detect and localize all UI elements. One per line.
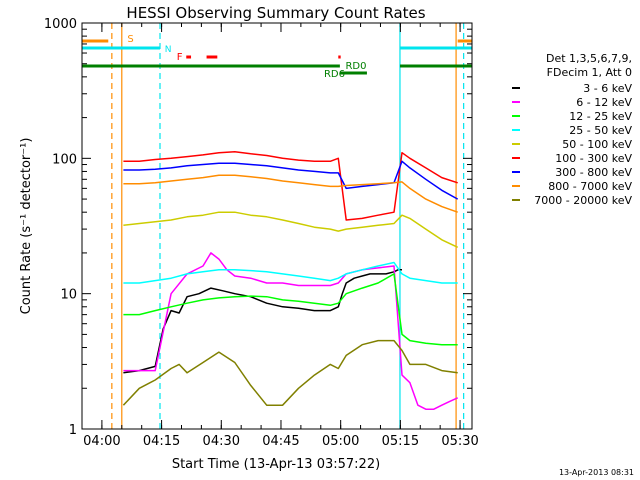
series-line	[123, 174, 458, 213]
x-tick-label: 04:15	[143, 434, 180, 449]
legend-entry-label: 800 - 7000 keV	[548, 180, 632, 193]
legend-entry-label: 300 - 800 keV	[555, 166, 632, 179]
legend-header-line-2: FDecim 1, Att 0	[547, 66, 632, 79]
x-tick-label: 04:00	[83, 434, 120, 449]
x-tick-label: 04:45	[262, 434, 299, 449]
series-line	[123, 160, 459, 200]
legend-header-line-1: Det 1,3,5,6,7,9,	[546, 52, 632, 65]
legend-entry-label: 7000 - 20000 keV	[534, 194, 632, 207]
series-line	[123, 273, 458, 346]
series-line	[123, 269, 402, 374]
axes-layer: 1 10 100 1000 04:00 04:15 04:30 04:45 05:00 05:15…	[44, 17, 479, 449]
series-line	[122, 339, 458, 406]
series-line	[123, 211, 459, 248]
footer-timestamp: 13-Apr-2013 08:31	[559, 468, 634, 477]
series-line	[123, 150, 458, 221]
x-tick-label: 04:30	[203, 434, 240, 449]
legend-entry-label: 100 - 300 keV	[555, 152, 632, 165]
rd0-label: RD0	[345, 61, 366, 72]
night-label: N	[165, 45, 172, 55]
y-tick-label: 1	[69, 423, 77, 438]
x-tick-label: 05:00	[322, 434, 359, 449]
x-tick-label: 05:30	[441, 434, 478, 449]
y-tick-label: 1000	[44, 17, 77, 32]
legend-entry-label: 3 - 6 keV	[583, 82, 632, 95]
series-line	[123, 261, 458, 284]
series-line	[123, 252, 459, 410]
flare-label: F	[177, 52, 183, 63]
x-axis-label: Start Time (13-Apr-13 03:57:22)	[172, 457, 380, 472]
legend: Det 1,3,5,6,7,9, FDecim 1, Att 0 3 - 6 k…	[512, 52, 632, 207]
legend-entry-label: 50 - 100 keV	[562, 138, 632, 151]
y-tick-label: 10	[60, 288, 77, 303]
legend-entry-label: 6 - 12 keV	[576, 96, 632, 109]
y-axis-label: Count Rate (s⁻¹ detector⁻¹)	[19, 138, 34, 315]
rd6-label: RD6	[324, 69, 345, 80]
plot-frame	[81, 22, 473, 430]
saa-label: S	[127, 34, 133, 45]
y-tick-label: 100	[52, 152, 77, 167]
legend-entry-label: 25 - 50 keV	[569, 124, 632, 137]
x-tick-label: 05:15	[382, 434, 419, 449]
chart-title: HESSI Observing Summary Count Rates	[126, 4, 425, 22]
legend-entry-label: 12 - 25 keV	[569, 110, 632, 123]
series-layer	[122, 150, 459, 410]
